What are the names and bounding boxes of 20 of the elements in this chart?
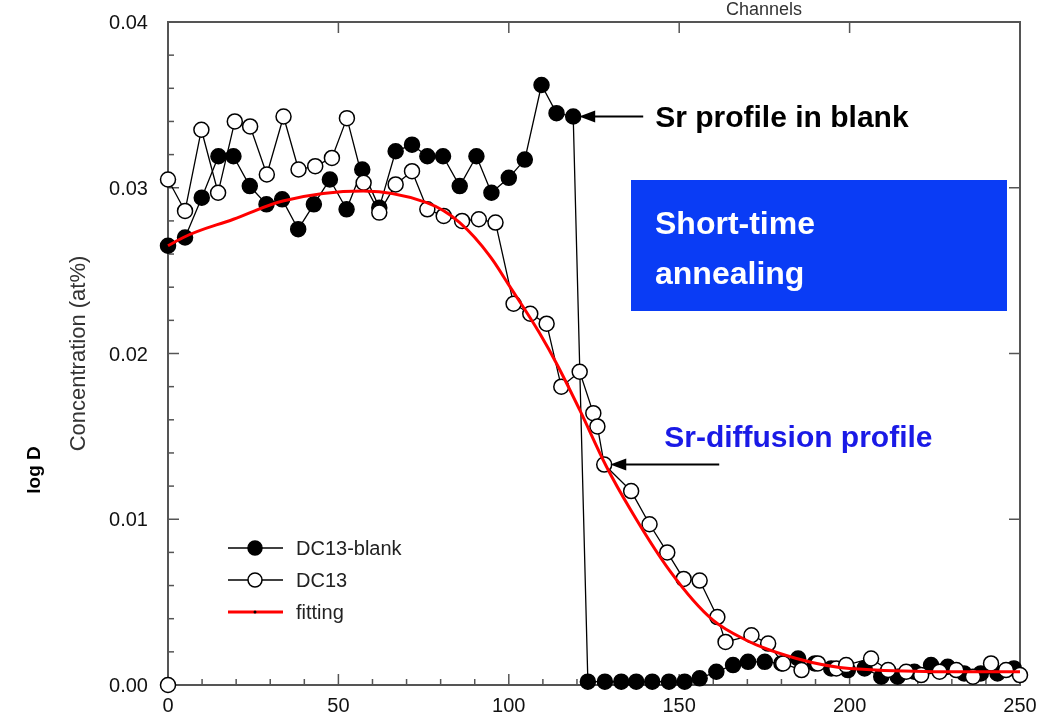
legend-label: DC13 [296,569,348,591]
annotation: Sr-diffusion profile [664,419,933,453]
y-tick-label: 0.01 [109,508,148,531]
legend-label: DC13-blank [296,537,403,559]
y-axis-title: Concentration (at%) [65,255,90,452]
legend-label: fitting [296,601,344,623]
chart-title: Channels [725,0,803,19]
x-tick-label: 200 [832,694,867,716]
y-tick-label: 0.03 [109,176,148,199]
y-tick-label: 0.00 [109,674,148,696]
x-tick-label: 0 [162,694,174,716]
x-tick-label: 250 [1003,694,1037,716]
x-tick-label: 50 [327,694,350,716]
y-tick-label: 0.02 [109,342,148,365]
y-tick-label: 0.04 [109,11,148,33]
x-tick-label: 150 [662,694,696,716]
annotation: Sr profile in blank [655,100,909,134]
annotation: Short-time annealing [655,205,815,291]
text: log D [23,446,44,494]
x-tick-label: 100 [492,694,526,716]
